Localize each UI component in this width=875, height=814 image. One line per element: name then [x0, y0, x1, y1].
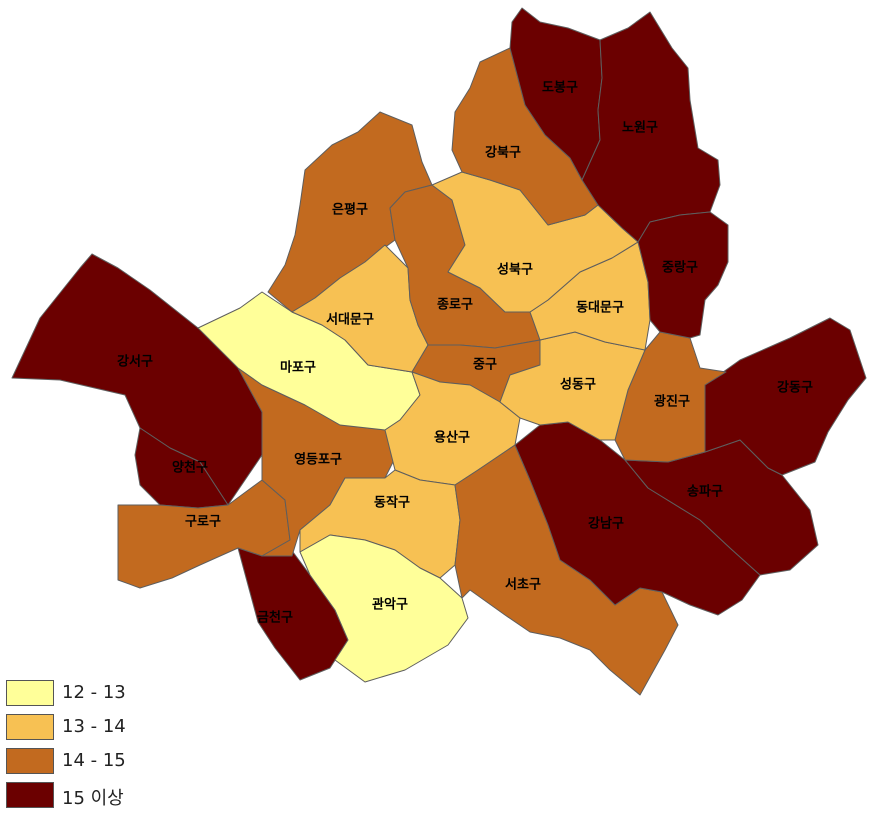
legend: 12 - 13 13 - 14 14 - 15 15 이상: [6, 678, 206, 812]
label-yongsan: 용산구: [434, 430, 470, 446]
label-dongdaemun: 동대문구: [576, 301, 624, 316]
label-gwanak: 관악구: [372, 597, 408, 613]
label-gwangjin: 광진구: [654, 394, 690, 410]
district-gangdong[interactable]: [704, 317, 867, 476]
district-gangnam[interactable]: [514, 421, 761, 616]
legend-swatch: [6, 782, 54, 808]
legend-label: 12 - 13: [62, 682, 126, 703]
label-gangnam: 강남구: [588, 516, 624, 532]
label-gangbuk: 강북구: [485, 145, 521, 161]
legend-swatch: [6, 680, 54, 706]
label-seodaemun: 서대문구: [326, 313, 374, 328]
label-seongdong: 성동구: [560, 378, 596, 393]
legend-item-15-up: 15 이상: [6, 780, 206, 814]
label-seongbuk: 성북구: [497, 263, 533, 278]
legend-label: 15 이상: [62, 788, 124, 809]
label-yeongdeungpo: 영등포구: [294, 453, 342, 468]
legend-item-14-15: 14 - 15: [6, 746, 206, 780]
legend-swatch: [6, 714, 54, 740]
legend-label: 13 - 14: [62, 716, 126, 737]
label-gangseo: 강서구: [117, 354, 153, 370]
label-eunpyeong: 은평구: [332, 202, 368, 218]
label-gangdong: 강동구: [777, 380, 813, 396]
district-jungnang[interactable]: [637, 211, 729, 339]
label-nowon: 노원구: [622, 121, 658, 136]
legend-item-12-13: 12 - 13: [6, 678, 206, 712]
district-gwanak[interactable]: [299, 534, 469, 683]
label-geumcheon: 금천구: [257, 611, 293, 626]
label-jungnang: 중랑구: [662, 261, 698, 276]
label-yangcheon: 양천구: [172, 461, 208, 476]
label-guro: 구로구: [185, 515, 221, 530]
label-mapo: 마포구: [280, 360, 316, 376]
legend-label: 14 - 15: [62, 750, 126, 771]
label-seocho: 서초구: [505, 578, 541, 593]
legend-swatch: [6, 748, 54, 774]
label-songpa: 송파구: [687, 485, 723, 500]
label-jung: 중구: [473, 358, 497, 373]
legend-item-13-14: 13 - 14: [6, 712, 206, 746]
label-dobong: 도봉구: [542, 81, 578, 96]
label-jongno: 종로구: [437, 298, 473, 313]
label-dongjak: 동작구: [374, 495, 410, 511]
